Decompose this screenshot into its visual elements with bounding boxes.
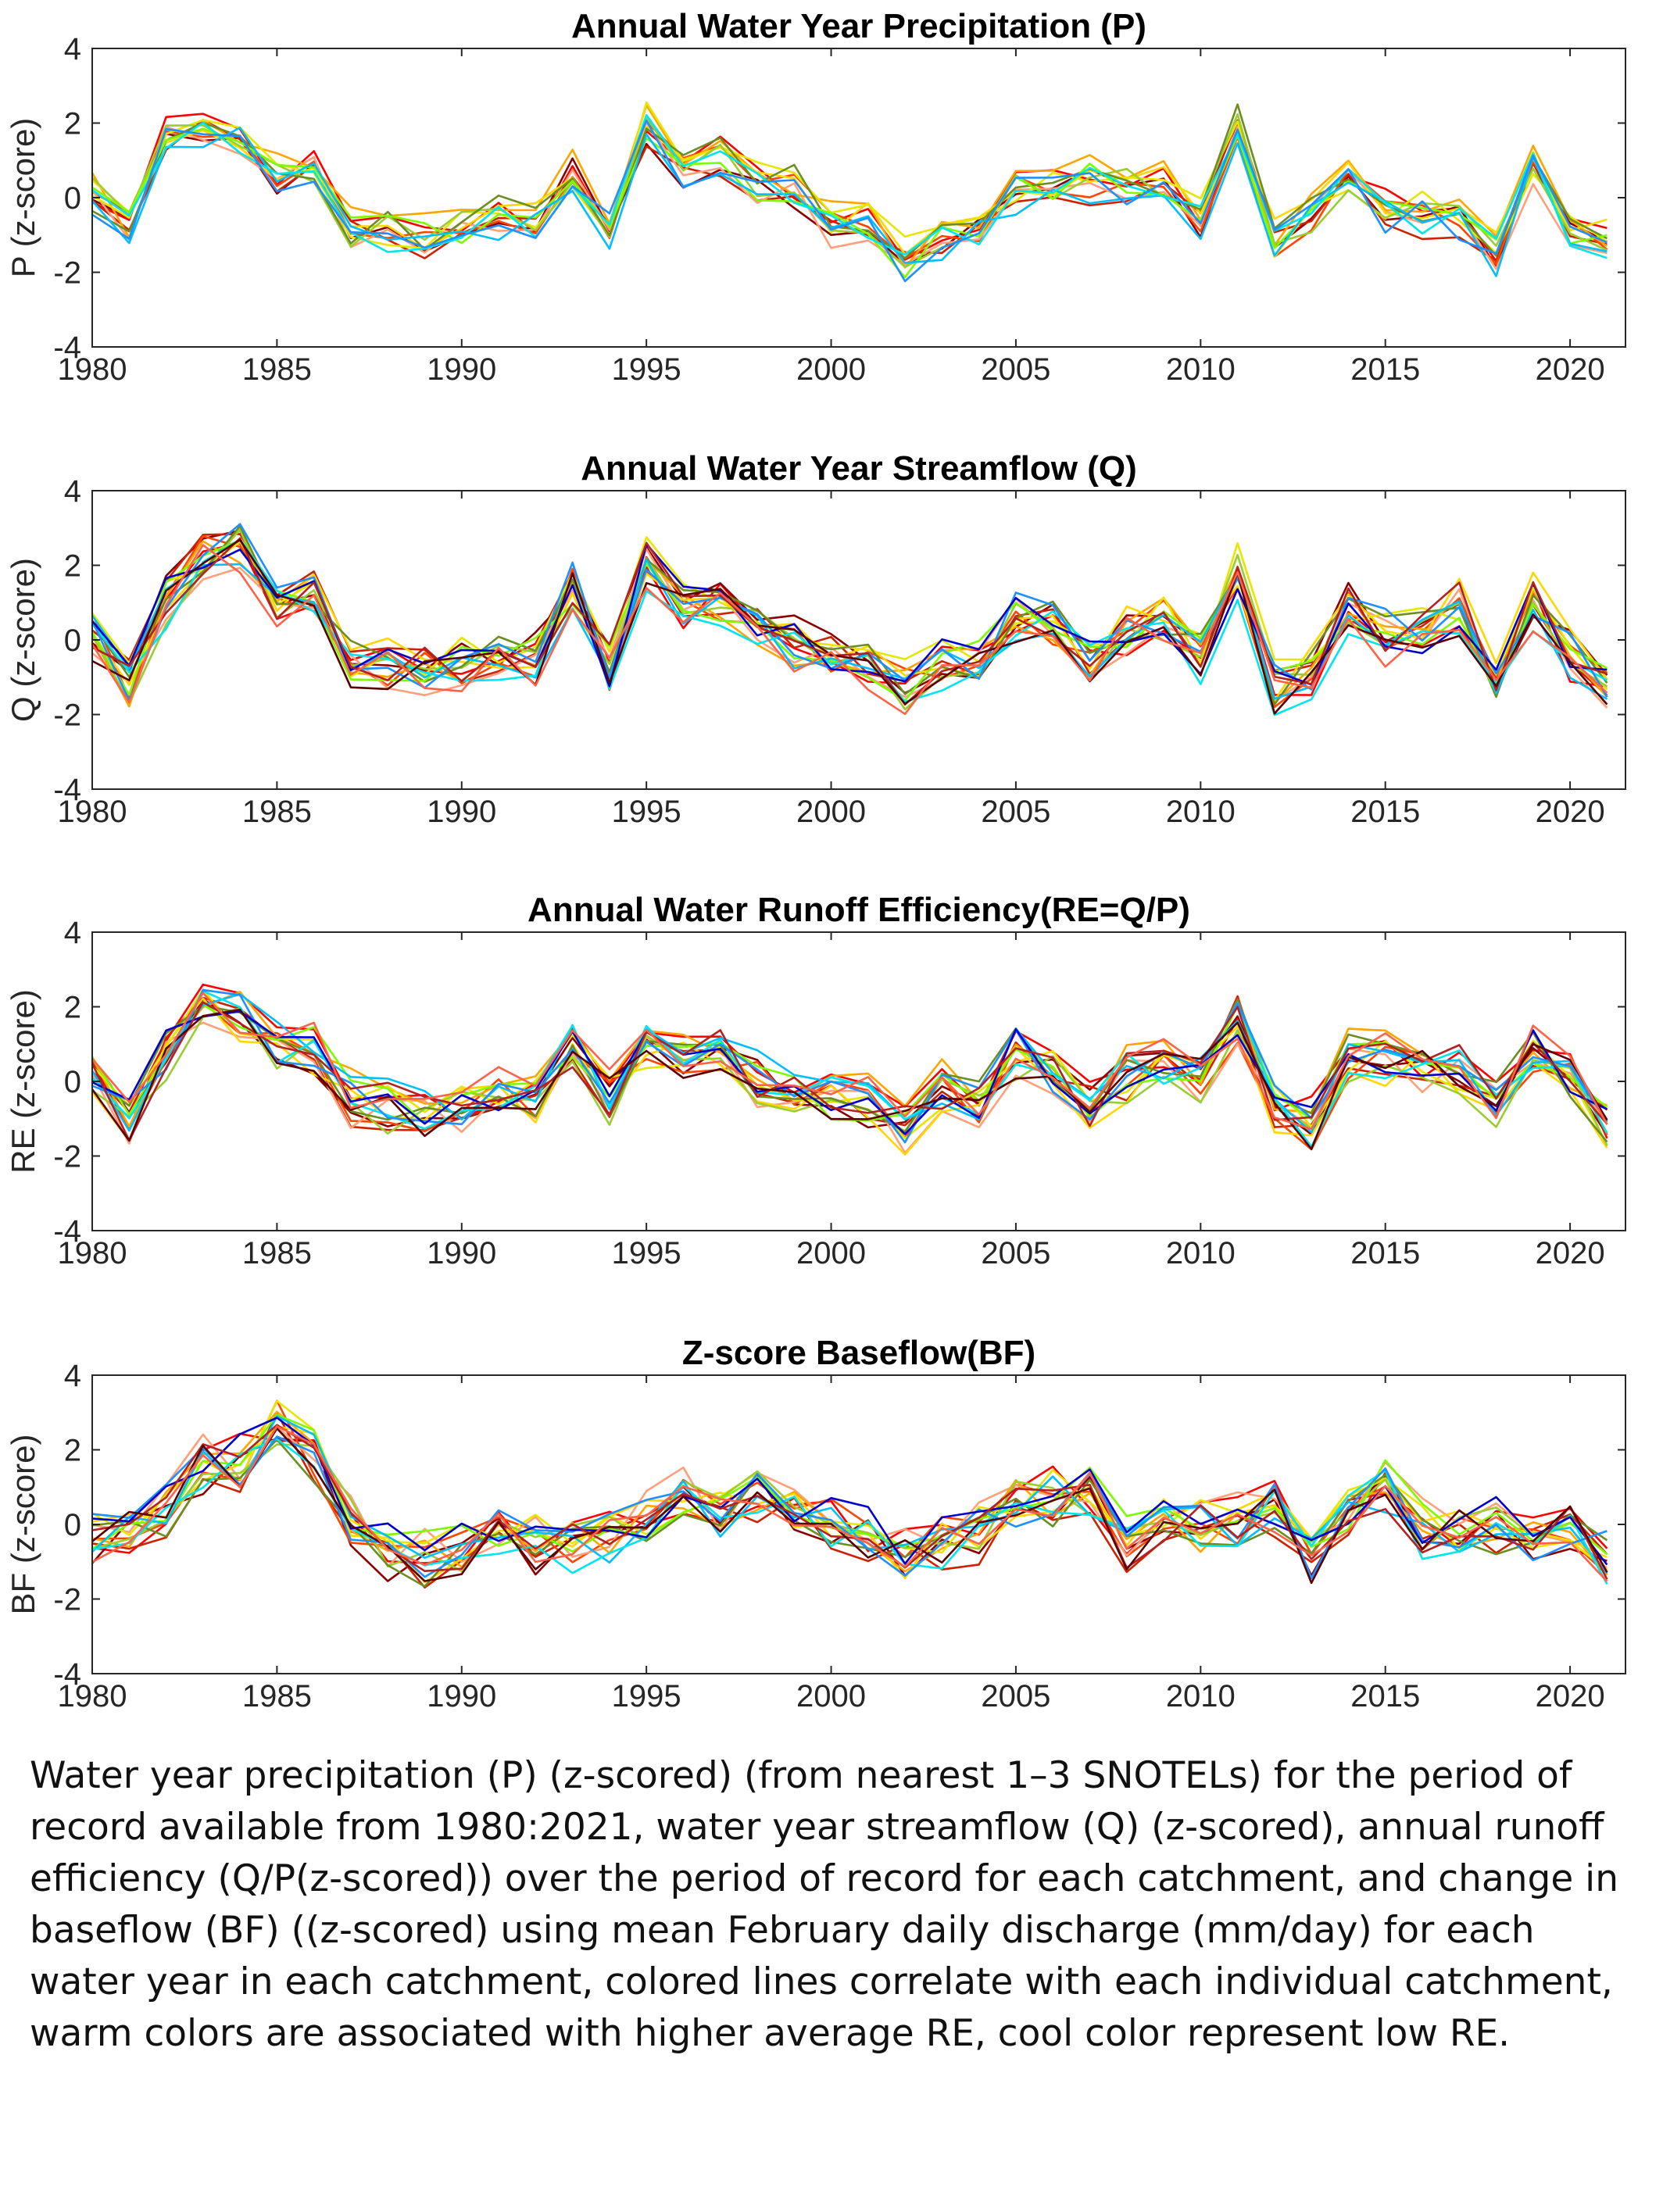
x-tick-label: 2010 [1166,352,1236,387]
x-tick-label: 2015 [1350,795,1420,829]
y-tick-label: 2 [64,991,81,1025]
chart-panel-2: 1980 1985 1990 1995 2000 2005 2010 2015 2020 -4 -2… [5,449,1626,829]
chart-title: Z-score Baseflow(BF) [682,1334,1035,1372]
series-line [91,559,1608,700]
series-line [91,538,1608,716]
series-line [91,548,1608,709]
chart-title: Annual Water Runoff Efficiency(RE=Q/P) [528,891,1190,929]
x-tick-label: 1990 [427,352,496,387]
series-line [91,992,1608,1131]
y-tick-label: 0 [64,181,81,216]
x-tick-label: 2015 [1350,1679,1420,1713]
y-tick-label: -4 [53,1214,81,1249]
figure: 1980 1985 1990 1995 2000 2005 2010 2015 2020-4-2… [5,7,1626,1713]
series-line [91,535,1608,709]
y-tick-label: -4 [53,773,81,807]
x-tick-label: 1985 [242,352,312,387]
x-tick-label: 2015 [1350,1236,1420,1270]
x-tick-label: 1980 [58,1236,127,1270]
x-tick-label: 2005 [981,1679,1050,1713]
y-axis-label: BF (z-score) [5,1435,41,1615]
x-tick-label: 1995 [612,1679,681,1713]
x-tick-label: 2005 [981,352,1050,387]
x-tick-label: 2010 [1166,1679,1236,1713]
x-tick-label: 2010 [1166,795,1236,829]
series-group [91,1399,1608,1589]
series-line [91,120,1608,283]
x-tick-label: 2020 [1536,795,1605,829]
chart-title: Annual Water Year Precipitation (P) [571,7,1146,45]
y-tick-label: 4 [64,32,81,66]
y-tick-label: 2 [64,549,81,584]
y-axis-label: RE (z-score) [5,989,41,1174]
series-line [91,544,1608,716]
series-line [91,127,1608,277]
series-line [91,1411,1608,1589]
series-group [91,983,1608,1156]
y-tick-label: -2 [53,1140,81,1174]
x-tick-label: 2000 [796,352,866,387]
y-tick-label: 4 [64,474,81,509]
series-line [91,537,1608,706]
figure-caption: Water year precipitation (P) (z-scored) … [30,1754,1619,2055]
series-group [91,101,1608,283]
x-tick-label: 1985 [242,1236,312,1270]
y-axis-label: Q (z-score) [5,558,41,722]
x-tick-label: 2020 [1536,1679,1605,1713]
x-tick-label: 2000 [796,795,866,829]
series-line [91,1425,1608,1582]
series-line [91,1424,1608,1580]
y-tick-label: 0 [64,624,81,658]
y-tick-label: 2 [64,1434,81,1468]
x-tick-label: 1985 [242,1679,312,1713]
x-tick-label: 2005 [981,795,1050,829]
x-tick-label: 2010 [1166,1236,1236,1270]
x-tick-label: 1980 [58,795,127,829]
x-tick-label: 2015 [1350,352,1420,387]
chart-title: Annual Water Year Streamflow (Q) [581,449,1137,488]
y-tick-label: 4 [64,1359,81,1393]
series-line [91,525,1608,706]
chart-panel-1: 1980 1985 1990 1995 2000 2005 2010 2015 2020 -4 -2… [5,7,1626,387]
x-tick-label: 2000 [796,1679,866,1713]
series-line [91,1010,1608,1135]
x-tick-label: 1995 [612,1236,681,1270]
y-axis-label: P (z-score) [5,118,41,278]
series-line [91,540,1608,708]
x-tick-label: 1980 [58,1679,127,1713]
series-line [91,113,1608,268]
series-line [91,104,1608,269]
y-tick-label: -4 [53,331,81,365]
series-group [91,523,1608,716]
y-tick-label: 0 [64,1508,81,1542]
series-line [91,1008,1608,1150]
x-tick-label: 1995 [612,352,681,387]
x-tick-label: 2000 [796,1236,866,1270]
chart-panel-3: 1980 1985 1990 1995 2000 2005 2010 2015 2020 -4 -2… [5,891,1626,1270]
y-tick-label: -2 [53,699,81,733]
y-tick-label: -4 [53,1657,81,1692]
series-line [91,1001,1608,1142]
x-tick-label: 1990 [427,1679,496,1713]
y-tick-label: 2 [64,107,81,141]
x-tick-label: 1995 [612,795,681,829]
y-tick-label: 0 [64,1065,81,1099]
x-tick-label: 2020 [1536,352,1605,387]
series-line [91,991,1608,1127]
series-line [91,1425,1608,1584]
x-tick-label: 2020 [1536,1236,1605,1270]
x-tick-label: 1990 [427,795,496,829]
x-tick-label: 1980 [58,352,127,387]
x-tick-label: 1990 [427,1236,496,1270]
series-line [91,1427,1608,1585]
y-tick-label: 4 [64,916,81,950]
chart-panel-4: 1980 1985 1990 1995 2000 2005 2010 2015 2020 -4 -2… [5,1334,1626,1713]
x-tick-label: 1985 [242,795,312,829]
series-line [91,1021,1608,1154]
series-line [91,998,1608,1136]
y-tick-label: -2 [53,256,81,291]
x-tick-label: 2005 [981,1236,1050,1270]
y-tick-label: -2 [53,1583,81,1617]
